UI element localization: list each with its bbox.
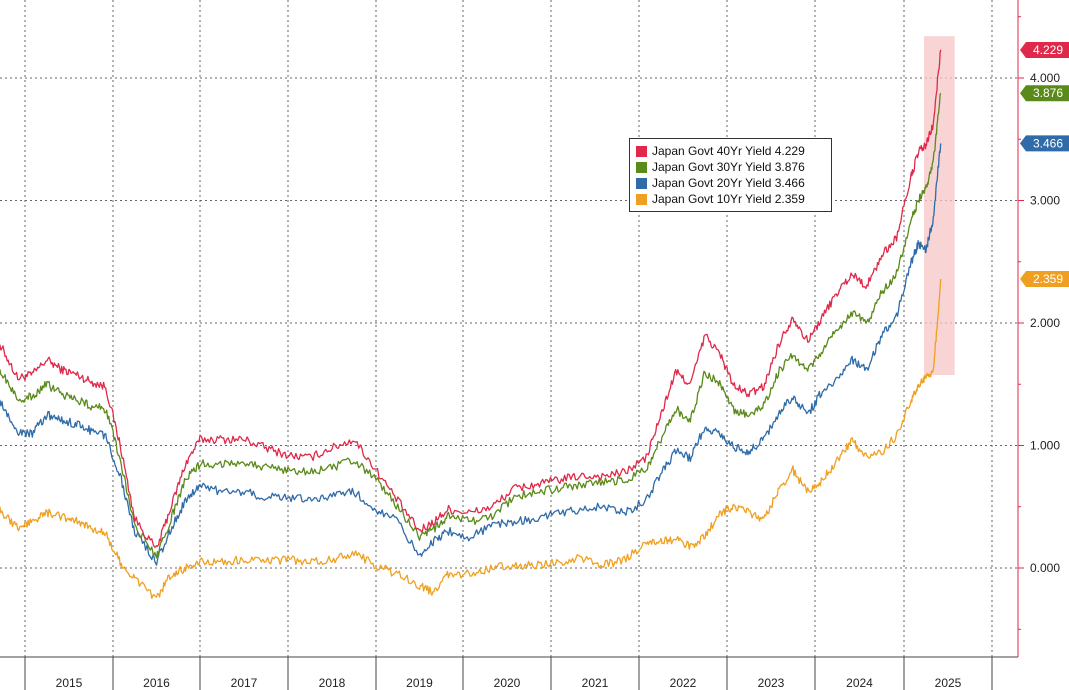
plot-background — [0, 0, 1018, 657]
x-tick-label: 2016 — [143, 676, 170, 690]
y-tick-label: 1.000 — [1030, 439, 1060, 453]
x-tick-label: 2021 — [582, 676, 609, 690]
highlight-region-group — [924, 36, 955, 375]
last-value-tag-bg — [1020, 41, 1069, 58]
last-value-tag-bg — [1020, 271, 1069, 288]
y-tick-label: 3.000 — [1030, 194, 1060, 208]
last-value-tag-text: 4.229 — [1033, 43, 1063, 57]
last-value-tag-text: 3.876 — [1033, 86, 1063, 100]
legend-item: Japan Govt 40Yr Yield 4.229 — [636, 143, 825, 159]
last-value-tag-text: 3.466 — [1033, 136, 1063, 150]
legend-swatch — [636, 177, 647, 189]
series-line-3 — [0, 278, 942, 600]
y-tick-label: 4.000 — [1030, 71, 1060, 85]
x-tick-label: 2025 — [935, 676, 962, 690]
legend-item: Japan Govt 10Yr Yield 2.359 — [636, 191, 825, 207]
legend-swatch — [636, 145, 647, 157]
legend-item: Japan Govt 30Yr Yield 3.876 — [636, 159, 825, 175]
x-tick-label: 2015 — [56, 676, 83, 690]
highlight-region — [924, 36, 955, 375]
x-tick-label: 2022 — [670, 676, 697, 690]
legend-label: Japan Govt 20Yr Yield 3.466 — [652, 176, 805, 190]
x-tick-label: 2024 — [846, 676, 873, 690]
series-group — [0, 49, 942, 600]
legend-label: Japan Govt 30Yr Yield 3.876 — [652, 160, 805, 174]
last-value-tag: 4.229 — [1020, 41, 1069, 58]
series-line-0 — [0, 49, 942, 549]
series-line-1 — [0, 92, 942, 559]
last-value-tags: 4.229 3.876 3.466 2.359 — [1020, 41, 1069, 288]
series-line-2 — [0, 143, 942, 566]
x-tick-label: 2020 — [494, 676, 521, 690]
y-tick-label: 0.000 — [1030, 561, 1060, 575]
x-tick-label: 2018 — [319, 676, 346, 690]
last-value-tag: 2.359 — [1020, 271, 1069, 288]
legend-swatch — [636, 161, 647, 173]
last-value-tag: 3.876 — [1020, 85, 1069, 102]
last-value-tag-bg — [1020, 85, 1069, 102]
x-tick-label: 2017 — [231, 676, 258, 690]
legend-label: Japan Govt 10Yr Yield 2.359 — [652, 192, 805, 206]
legend: Japan Govt 40Yr Yield 4.229 Japan Govt 30… — [629, 138, 832, 212]
x-tick-label: 2019 — [406, 676, 433, 690]
legend-label: Japan Govt 40Yr Yield 4.229 — [652, 144, 805, 158]
y-tick-label: 2.000 — [1030, 316, 1060, 330]
last-value-tag: 3.466 — [1020, 135, 1069, 152]
legend-swatch — [636, 193, 647, 205]
legend-item: Japan Govt 20Yr Yield 3.466 — [636, 175, 825, 191]
last-value-tag-text: 2.359 — [1033, 272, 1063, 286]
x-tick-label: 2023 — [758, 676, 785, 690]
last-value-tag-bg — [1020, 135, 1069, 152]
